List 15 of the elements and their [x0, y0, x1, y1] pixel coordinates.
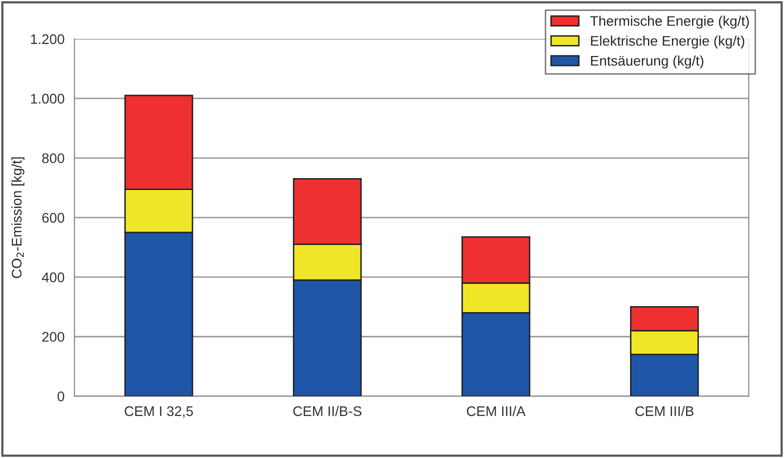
x-tick-label: CEM I 32,5: [124, 406, 193, 418]
legend-label: Elektrische Energie (kg/t): [591, 36, 744, 49]
x-tick-label: CEM II/B-S: [293, 406, 362, 416]
x-tick-label: CEM III/B: [635, 406, 694, 416]
y-tick-label: 800: [42, 153, 64, 164]
y-axis-title: CO$_{2}$-Emission [kg/t]: [11, 157, 24, 278]
legend-label: Thermische Energie (kg/t): [590, 16, 749, 29]
y-tick-label: 200: [42, 332, 64, 342]
y-tick-label: 1.200: [31, 34, 64, 44]
y-tick-label: 400: [42, 272, 64, 282]
legend-label: Entsäuerung (kg/t): [591, 55, 704, 68]
y-tick-label: 600: [42, 212, 64, 223]
y-tick-label: 0: [58, 392, 64, 402]
x-tick-label: CEM III/A: [466, 406, 526, 416]
y-tick-label: 1.000: [31, 94, 64, 104]
